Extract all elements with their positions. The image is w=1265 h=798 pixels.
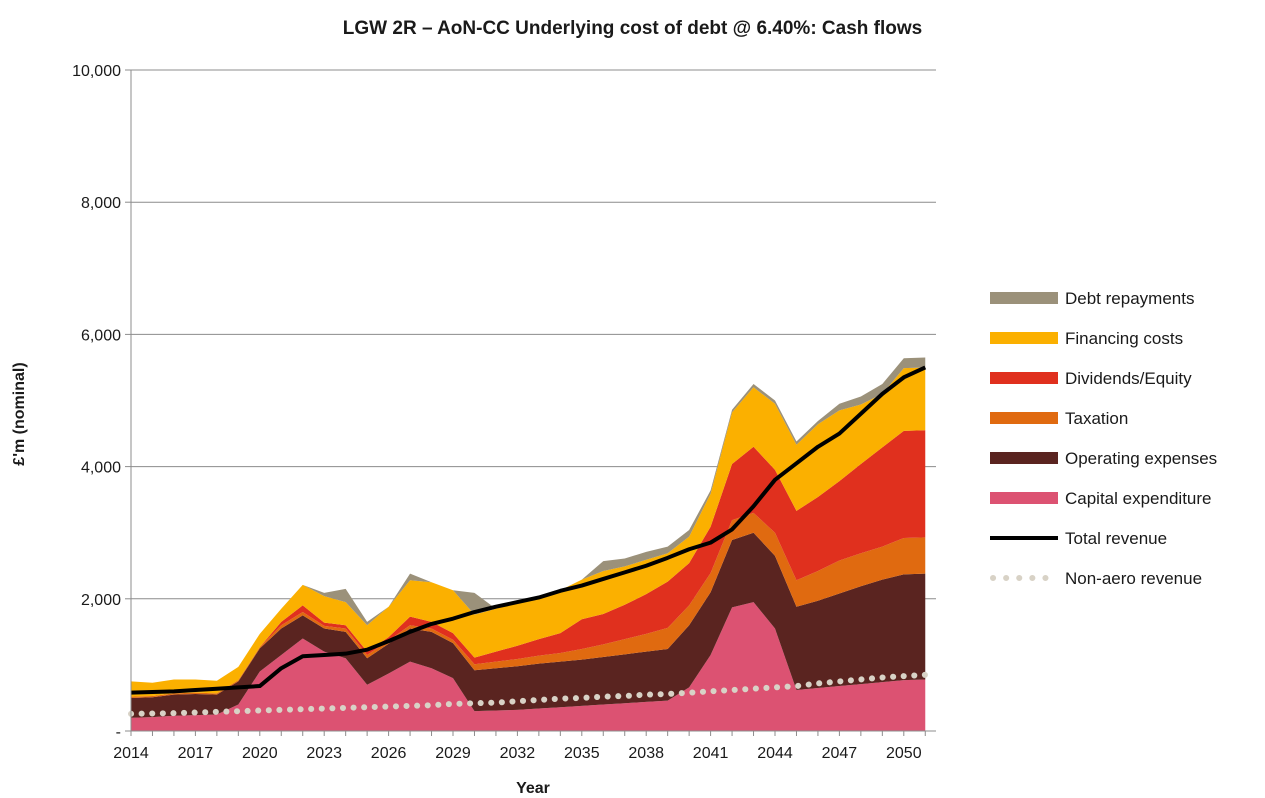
legend-swatch	[990, 372, 1058, 384]
x-tick-label: 2029	[435, 745, 471, 762]
x-tick-label: 2020	[242, 745, 278, 762]
x-tick-label: 2014	[113, 745, 149, 762]
legend-item-operating-expenses: Operating expenses	[990, 449, 1217, 468]
y-tick-label: 2,000	[81, 592, 121, 609]
y-tick-label: 6,000	[81, 327, 121, 344]
legend-item-capital-expenditure: Capital expenditure	[990, 489, 1211, 508]
legend-swatch	[990, 452, 1058, 464]
y-axis-title: £'m (nominal)	[11, 362, 28, 465]
axes: - 2,000 4,000 6,000 8,000 10,000 2014 2017 2020 2…	[72, 63, 936, 762]
x-tick-label: 2044	[757, 745, 793, 762]
legend-label: Financing costs	[1065, 329, 1183, 348]
x-tick-label: 2047	[822, 745, 858, 762]
x-tick-label: 2035	[564, 745, 600, 762]
legend-swatch	[990, 332, 1058, 344]
legend-item-non-aero-revenue: Non-aero revenue	[990, 569, 1202, 588]
legend-swatch	[990, 492, 1058, 504]
x-tick-label: 2026	[371, 745, 407, 762]
legend: Debt repayments Financing costs Dividends/…	[990, 289, 1217, 588]
y-tick-label: -	[116, 724, 121, 741]
legend-item-dividends-equity: Dividends/Equity	[990, 369, 1192, 388]
legend-label: Debt repayments	[1065, 289, 1194, 308]
y-tick-label: 8,000	[81, 195, 121, 212]
x-tick-label: 2032	[500, 745, 536, 762]
legend-label: Capital expenditure	[1065, 489, 1211, 508]
legend-label: Taxation	[1065, 409, 1128, 428]
area-operating-expenses	[131, 532, 926, 718]
stacked-areas	[131, 357, 926, 731]
legend-label: Non-aero revenue	[1065, 569, 1202, 588]
legend-label: Dividends/Equity	[1065, 369, 1192, 388]
legend-swatch	[990, 412, 1058, 424]
line-total-revenue	[130, 365, 927, 695]
area-dividends-equity	[131, 430, 926, 697]
legend-item-total-revenue: Total revenue	[990, 529, 1167, 548]
legend-swatch	[990, 292, 1058, 304]
y-tick-label: 10,000	[72, 63, 121, 80]
x-tick-label: 2023	[306, 745, 342, 762]
area-financing-costs	[131, 367, 926, 697]
x-tick-label: 2017	[178, 745, 214, 762]
legend-item-financing-costs: Financing costs	[990, 329, 1183, 348]
chart-title: LGW 2R – AoN-CC Underlying cost of debt …	[342, 18, 923, 39]
revenue-lines	[128, 365, 929, 717]
legend-label: Operating expenses	[1065, 449, 1217, 468]
area-taxation	[131, 512, 926, 698]
area-capital-expenditure	[131, 602, 926, 731]
x-tick-label: 2041	[693, 745, 729, 762]
legend-item-debt-repayments: Debt repayments	[990, 289, 1194, 308]
y-tick-label: 4,000	[81, 460, 121, 477]
legend-item-taxation: Taxation	[990, 409, 1128, 428]
x-tick-label: 2050	[886, 745, 922, 762]
x-tick-label: 2038	[628, 745, 664, 762]
legend-label: Total revenue	[1065, 529, 1167, 548]
x-axis-title: Year	[516, 780, 550, 797]
